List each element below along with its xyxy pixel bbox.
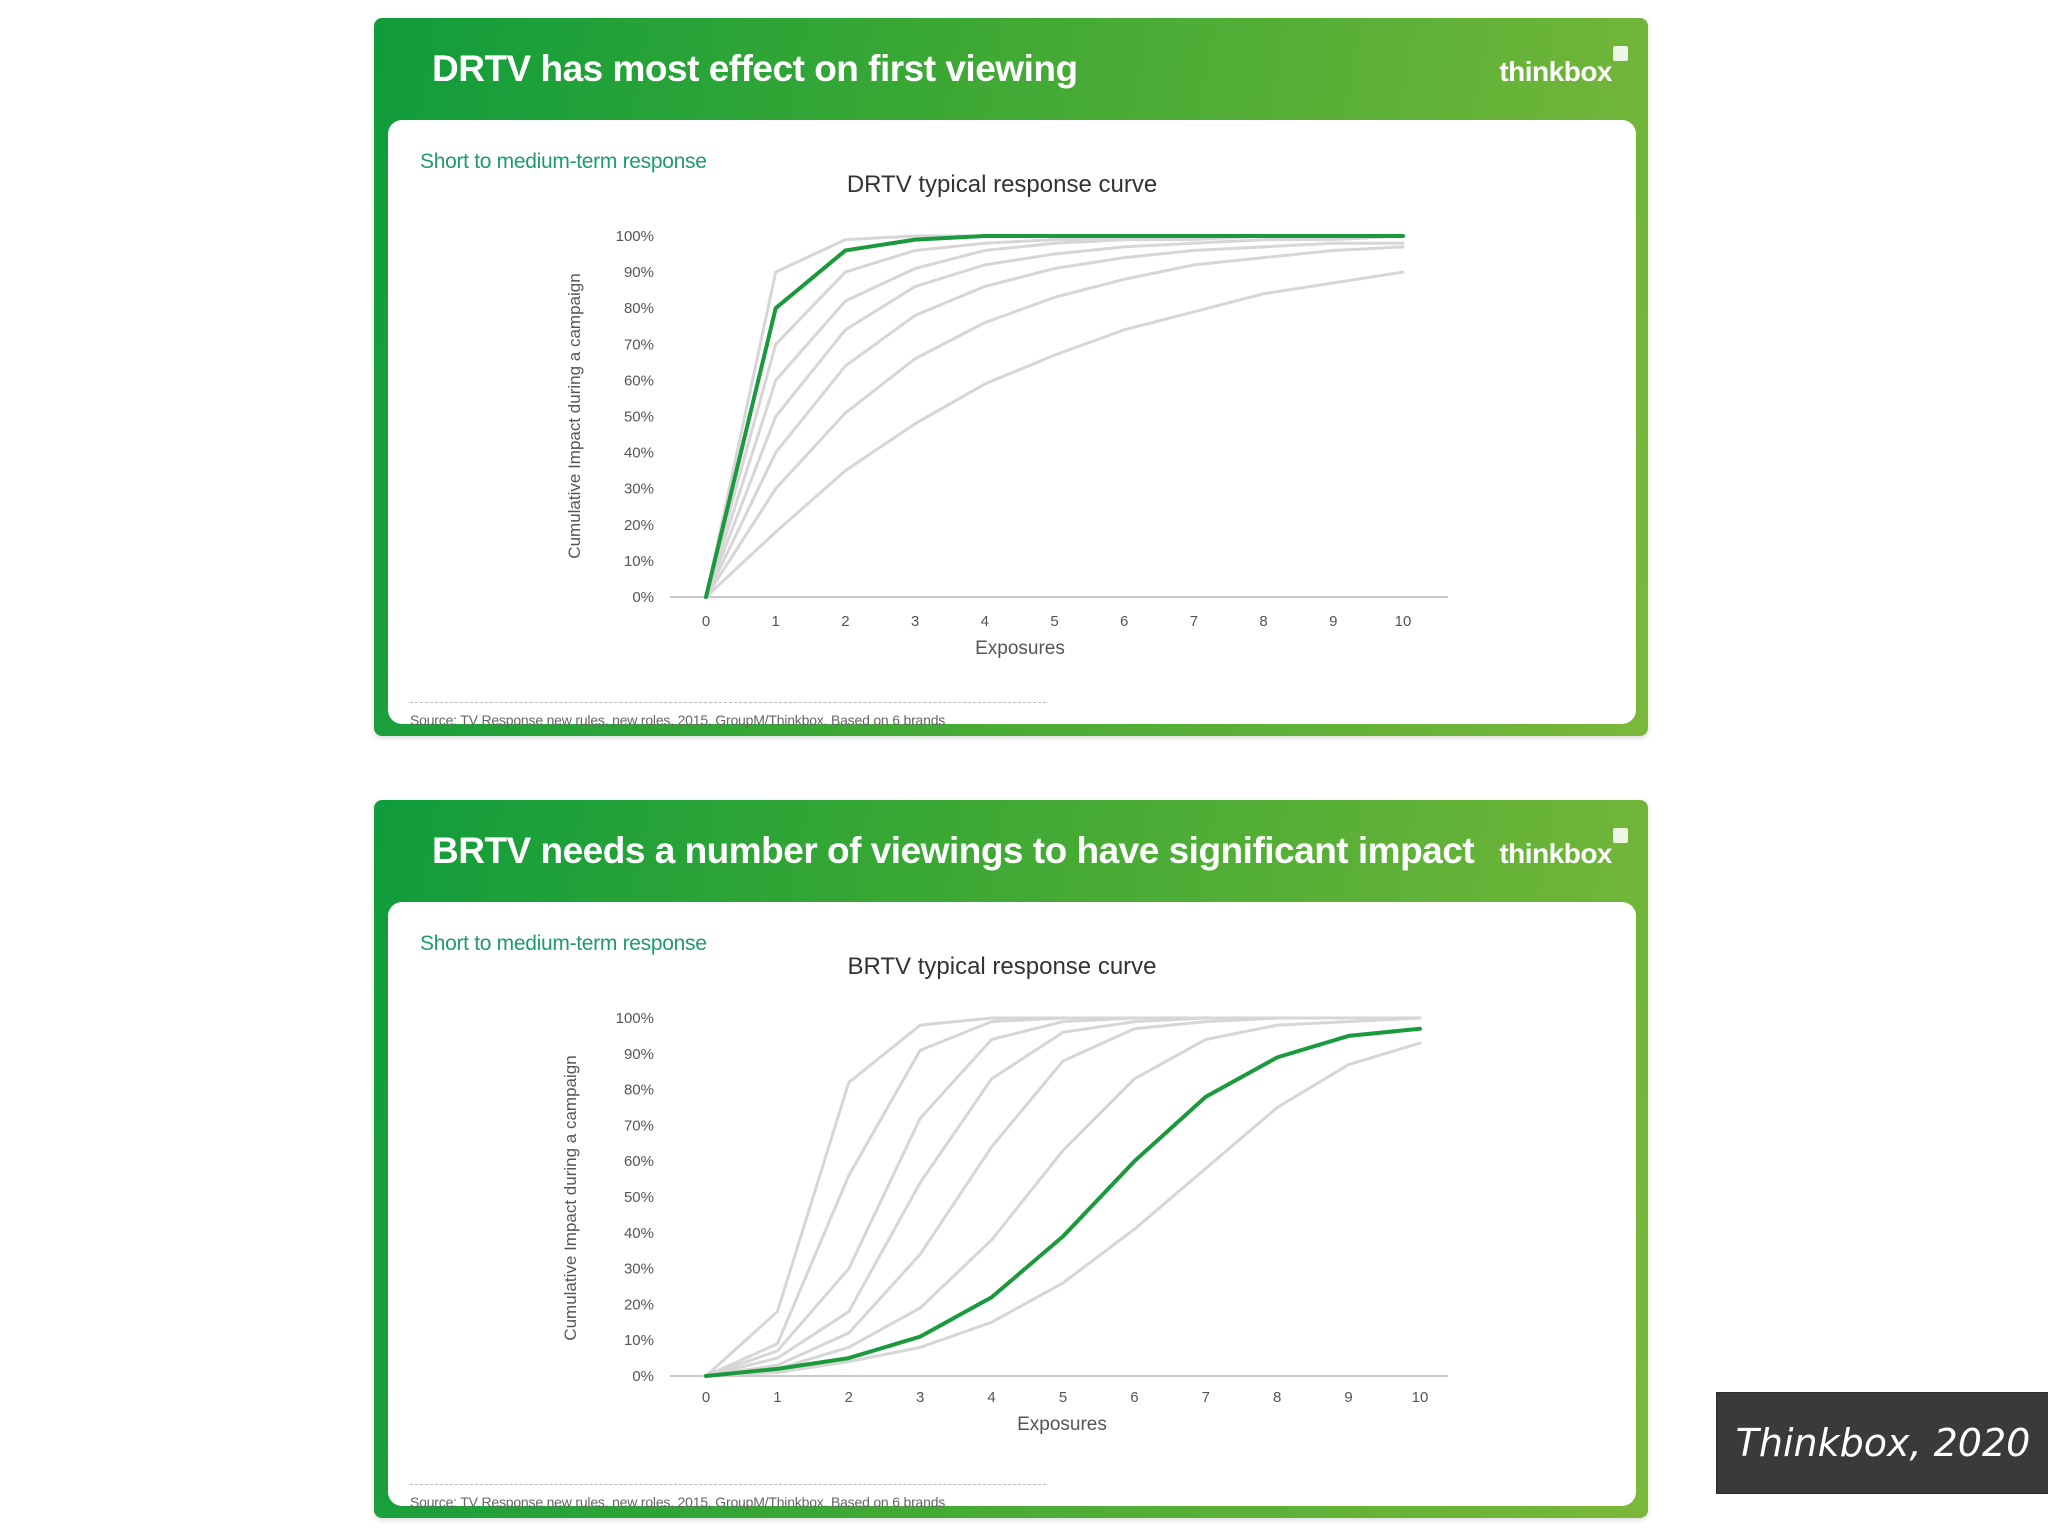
brtv-response-chart: BRTV typical response curve0%10%20%30%40… [561, 953, 1448, 1435]
y-tick-label: 60% [624, 372, 654, 389]
source-divider [410, 702, 1046, 703]
image-caption: Thinkbox, 2020 [1716, 1392, 2048, 1494]
source-divider [410, 1484, 1046, 1485]
series-line [704, 234, 1405, 599]
y-tick-label: 10% [624, 553, 654, 570]
y-tick-label: 90% [624, 1046, 654, 1063]
series-line [704, 234, 1405, 599]
chart-title: DRTV typical response curve [847, 171, 1157, 198]
slide-drtv: DRTV has most effect on first viewing th… [374, 18, 1648, 736]
chart-title: BRTV typical response curve [847, 953, 1156, 980]
x-tick-label: 5 [1059, 1389, 1067, 1406]
x-tick-label: 2 [841, 613, 849, 630]
y-tick-label: 0% [632, 589, 654, 606]
chart-panel: Short to medium-term response DRTV typic… [388, 120, 1636, 728]
thinkbox-logo: thinkbox [1499, 56, 1612, 87]
series-line [704, 245, 1405, 599]
y-tick-label: 50% [624, 1189, 654, 1206]
y-tick-label: 30% [624, 1261, 654, 1278]
chart-panel: Short to medium-term response BRTV typic… [388, 902, 1636, 1510]
source-note: Source: TV Response new rules, new roles… [410, 712, 946, 728]
y-tick-label: 30% [624, 481, 654, 498]
x-tick-label: 7 [1190, 613, 1198, 630]
x-tick-label: 7 [1202, 1389, 1210, 1406]
y-tick-label: 60% [624, 1153, 654, 1170]
x-tick-label: 5 [1050, 613, 1058, 630]
logo-square-icon [1613, 46, 1628, 61]
x-axis-label: Exposures [975, 638, 1065, 659]
thinkbox-logo: thinkbox [1499, 838, 1612, 869]
y-axis-label: Cumulative Impact during a campaign [561, 1055, 580, 1340]
slide-brtv: BRTV needs a number of viewings to have … [374, 800, 1648, 1518]
x-tick-label: 3 [911, 613, 919, 630]
x-axis-label: Exposures [1017, 1414, 1107, 1435]
series-line [704, 1016, 1422, 1378]
source-note: Source: TV Response new rules, new roles… [410, 1494, 946, 1510]
y-tick-label: 80% [624, 1082, 654, 1099]
x-tick-label: 6 [1120, 613, 1128, 630]
y-tick-label: 100% [616, 228, 654, 245]
x-tick-label: 10 [1412, 1389, 1429, 1406]
y-tick-label: 100% [616, 1010, 654, 1027]
x-tick-label: 1 [772, 613, 780, 630]
x-tick-label: 10 [1395, 613, 1412, 630]
series-line [704, 1016, 1422, 1378]
series-line [704, 1041, 1422, 1378]
x-tick-label: 0 [702, 1389, 710, 1406]
x-tick-label: 8 [1259, 613, 1267, 630]
highlight-series-line [704, 1026, 1422, 1378]
panel-subtitle: Short to medium-term response [420, 932, 707, 955]
series-line [704, 234, 1405, 599]
x-tick-label: 0 [702, 613, 710, 630]
highlight-series-line [704, 234, 1405, 599]
x-tick-label: 9 [1344, 1389, 1352, 1406]
series-line [704, 1016, 1422, 1378]
y-tick-label: 70% [624, 336, 654, 353]
y-tick-label: 50% [624, 409, 654, 426]
x-tick-label: 1 [773, 1389, 781, 1406]
x-tick-label: 2 [845, 1389, 853, 1406]
series-line [704, 270, 1405, 599]
y-tick-label: 90% [624, 264, 654, 281]
slide-title: DRTV has most effect on first viewing [432, 48, 1078, 89]
slide-title: BRTV needs a number of viewings to have … [432, 830, 1475, 871]
x-tick-label: 6 [1130, 1389, 1138, 1406]
x-tick-label: 8 [1273, 1389, 1281, 1406]
panel-subtitle: Short to medium-term response [420, 150, 707, 173]
x-tick-label: 4 [981, 613, 989, 630]
y-tick-label: 70% [624, 1117, 654, 1134]
logo-square-icon [1613, 828, 1628, 843]
y-tick-label: 20% [624, 1296, 654, 1313]
y-tick-label: 20% [624, 517, 654, 534]
y-tick-label: 10% [624, 1332, 654, 1349]
y-tick-label: 80% [624, 300, 654, 317]
y-tick-label: 40% [624, 1225, 654, 1242]
x-tick-label: 3 [916, 1389, 924, 1406]
x-tick-label: 4 [987, 1389, 995, 1406]
series-line [704, 234, 1405, 599]
y-axis-label: Cumulative Impact during a campaign [565, 273, 584, 558]
y-tick-label: 0% [632, 1368, 654, 1385]
y-tick-label: 40% [624, 445, 654, 462]
x-tick-label: 9 [1329, 613, 1337, 630]
drtv-response-chart: DRTV typical response curve0%10%20%30%40… [565, 171, 1448, 659]
series-line [704, 241, 1405, 599]
